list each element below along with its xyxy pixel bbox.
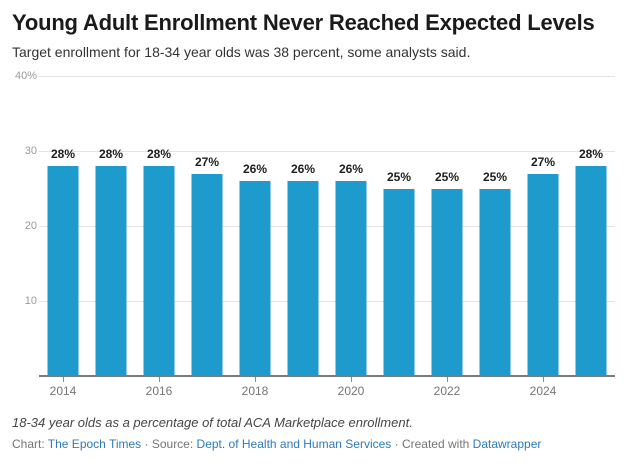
bar-2020[interactable] — [335, 181, 367, 376]
bar-chart: 40% 30 20 10 28% 2014 28% 28% 2016 27% 26% 2018 26%… — [12, 70, 624, 398]
bar-column-2017: 27% — [183, 76, 231, 376]
bar-2024[interactable] — [527, 173, 559, 376]
gridline-40 — [39, 76, 615, 77]
bar-column-2016: 28% 2016 — [135, 76, 183, 398]
bar-value-label: 26% — [338, 162, 364, 176]
bar-column-2024: 27% 2024 — [519, 76, 567, 398]
bar-value-label: 28% — [50, 147, 76, 161]
x-axis-tick — [543, 377, 544, 382]
x-axis-label: 2024 — [529, 384, 557, 398]
bar-column-2014: 28% 2014 — [39, 76, 87, 398]
x-axis-label: 2020 — [337, 384, 365, 398]
bar-column-2020: 26% 2020 — [327, 76, 375, 398]
x-axis-tick — [447, 377, 448, 382]
credit-text: · Source: — [141, 437, 197, 451]
bar-column-2023: 25% — [471, 76, 519, 376]
bar-2025[interactable] — [575, 166, 607, 376]
bar-value-label: 28% — [578, 147, 604, 161]
bar-column-2018: 26% 2018 — [231, 76, 279, 398]
x-axis-tick — [351, 377, 352, 382]
bar-value-label: 28% — [146, 147, 172, 161]
chart-subtitle: Target enrollment for 18-34 year olds wa… — [12, 44, 471, 60]
credit-text: · Created with — [391, 437, 473, 451]
bar-2017[interactable] — [191, 173, 223, 376]
bar-2015[interactable] — [95, 166, 127, 376]
bar-2019[interactable] — [287, 181, 319, 376]
bar-column-2025: 28% — [567, 76, 615, 376]
gridline-20 — [39, 226, 615, 227]
bar-value-label: 25% — [482, 169, 508, 184]
gridline-30 — [39, 151, 615, 152]
page-title: Young Adult Enrollment Never Reached Exp… — [12, 10, 595, 35]
x-axis-tick — [255, 377, 256, 382]
bar-column-2022: 25% 2022 — [423, 76, 471, 398]
bar-column-2019: 26% — [279, 76, 327, 376]
bar-2018[interactable] — [239, 181, 271, 376]
bar-value-label: 25% — [386, 169, 412, 184]
bar-value-label: 28% — [98, 147, 124, 161]
x-axis-label: 2018 — [241, 384, 269, 398]
bar-value-label: 25% — [434, 169, 460, 184]
bar-2023[interactable] — [479, 188, 511, 376]
bar-value-label: 26% — [242, 162, 268, 176]
x-axis-label: 2014 — [49, 384, 77, 398]
bar-value-label: 26% — [290, 162, 316, 176]
bar-2014[interactable] — [47, 166, 79, 376]
bar-value-label: 27% — [530, 154, 556, 169]
chart-note: 18-34 year olds as a percentage of total… — [12, 415, 413, 430]
bar-2016[interactable] — [143, 166, 175, 376]
x-axis-tick — [159, 377, 160, 382]
x-axis-line — [39, 375, 615, 377]
credit-link[interactable]: Datawrapper — [472, 437, 542, 451]
gridline-10 — [39, 301, 615, 302]
bar-2022[interactable] — [431, 188, 463, 376]
y-axis-label: 30 — [24, 145, 37, 157]
plot-columns: 28% 2014 28% 28% 2016 27% 26% 2018 26% 26% 2020 25%… — [39, 76, 615, 398]
credit-text: Chart: — [12, 437, 48, 451]
bar-column-2021: 25% — [375, 76, 423, 376]
credit-link[interactable]: The Epoch Times — [47, 437, 142, 451]
x-axis-label: 2016 — [145, 384, 173, 398]
bar-value-label: 27% — [194, 154, 220, 169]
credit-link[interactable]: Dept. of Health and Human Services — [196, 437, 392, 451]
x-axis-tick — [63, 377, 64, 382]
bar-2021[interactable] — [383, 188, 415, 376]
chart-footer: 18-34 year olds as a percentage of total… — [12, 415, 624, 452]
y-axis-label: 10 — [24, 295, 37, 307]
y-axis-label: 40% — [14, 70, 37, 82]
credit-line: Chart: The Epoch Times · Source: Dept. o… — [12, 437, 624, 452]
bar-column-2015: 28% — [87, 76, 135, 376]
y-axis-label: 20 — [24, 220, 37, 232]
x-axis-label: 2022 — [433, 384, 461, 398]
